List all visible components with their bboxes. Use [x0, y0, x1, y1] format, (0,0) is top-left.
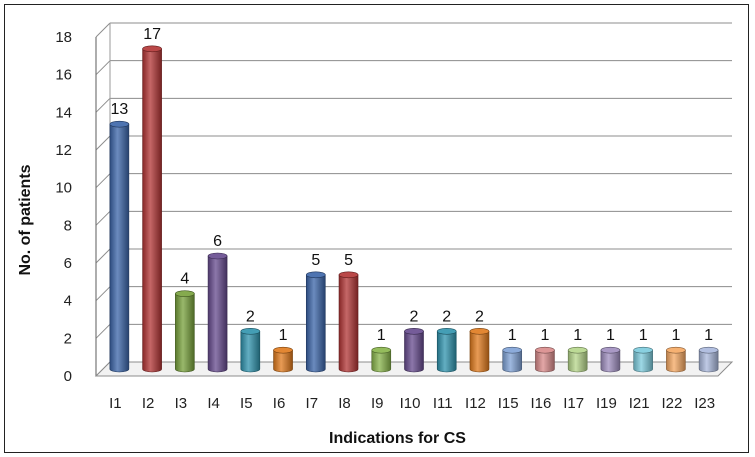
x-axis-label: Indications for CS	[329, 430, 466, 447]
x-tick-label: I21	[629, 395, 650, 412]
x-tick-label: I11	[433, 395, 453, 412]
x-tick-label: I4	[207, 395, 220, 412]
data-label: 1	[540, 327, 549, 344]
data-label: 2	[442, 308, 451, 325]
bar-I2	[142, 45, 162, 373]
data-label: 1	[704, 327, 713, 344]
x-tick-label: I22	[661, 395, 682, 412]
x-tick-label: I17	[563, 395, 584, 412]
data-label: 5	[344, 252, 353, 269]
y-tick-label: 6	[64, 255, 72, 272]
bar-I23	[698, 346, 719, 373]
x-tick-label: I15	[498, 395, 519, 412]
data-label: 17	[143, 26, 161, 43]
data-label: 1	[639, 327, 648, 344]
data-label: 2	[475, 308, 484, 325]
bar-I5	[240, 328, 261, 373]
bar-I21	[633, 346, 653, 373]
data-label: 1	[508, 327, 517, 344]
bar-I6	[273, 346, 293, 373]
data-label: 2	[410, 308, 419, 325]
x-tick-labels: I1 I2 I3 I4 I5 I6 I7 I8 I9 I10 I11 I12 I15 I16 I17 I19 I…	[109, 395, 715, 412]
bar-I4	[207, 252, 228, 373]
bars	[109, 45, 719, 373]
y-tick-label: 18	[55, 29, 72, 46]
x-tick-label: I23	[694, 395, 715, 412]
x-tick-label: I16	[531, 395, 552, 412]
data-label: 1	[606, 327, 615, 344]
bar-I22	[666, 346, 686, 373]
y-tick-labels: 0 2 4 6 8 10 12 14 16 18	[55, 29, 72, 385]
x-tick-label: I12	[465, 395, 486, 412]
x-tick-label: I5	[240, 395, 253, 412]
x-tick-label: I3	[175, 395, 188, 412]
y-tick-label: 12	[55, 142, 72, 159]
x-tick-label: I6	[273, 395, 286, 412]
y-axis-label: No. of patients	[17, 164, 34, 276]
bar-I8	[338, 271, 359, 373]
x-tick-label: I7	[306, 395, 319, 412]
bar-I17	[567, 346, 588, 373]
y-tick-label: 0	[64, 368, 72, 385]
y-tick-label: 14	[55, 104, 72, 121]
data-label: 5	[311, 252, 320, 269]
y-tick-label: 8	[64, 217, 72, 234]
y-tick-label: 10	[55, 180, 72, 197]
bar-I15	[502, 346, 523, 373]
bar-I10	[404, 328, 424, 373]
bar-I7	[305, 271, 326, 373]
data-label: 1	[671, 327, 680, 344]
data-label: 1	[377, 327, 386, 344]
data-label: 1	[573, 327, 582, 344]
y-tick-label: 2	[64, 330, 72, 347]
data-label: 4	[180, 271, 189, 288]
bar-I11	[436, 328, 457, 373]
data-label: 2	[246, 308, 255, 325]
data-label: 6	[213, 233, 222, 250]
x-tick-label: I8	[338, 395, 351, 412]
bar-I3	[175, 290, 195, 373]
bar-I9	[371, 346, 392, 373]
y-tick-label: 4	[64, 293, 72, 310]
data-label: 1	[279, 327, 288, 344]
x-tick-label: I19	[596, 395, 617, 412]
bar-I19	[600, 346, 621, 373]
data-labels: 13 17 4 6 2 1 5 5 1 2 2 2 1 1 1 1 1 1 1	[110, 26, 713, 344]
y-tick-label: 16	[55, 67, 72, 84]
data-label: 13	[110, 101, 128, 118]
bar-I16	[535, 346, 555, 373]
bar-I12	[469, 328, 490, 373]
bar-I1	[109, 120, 130, 373]
x-tick-label: I2	[142, 395, 155, 412]
x-tick-label: I10	[400, 395, 421, 412]
x-tick-label: I1	[109, 395, 122, 412]
x-tick-label: I9	[371, 395, 384, 412]
